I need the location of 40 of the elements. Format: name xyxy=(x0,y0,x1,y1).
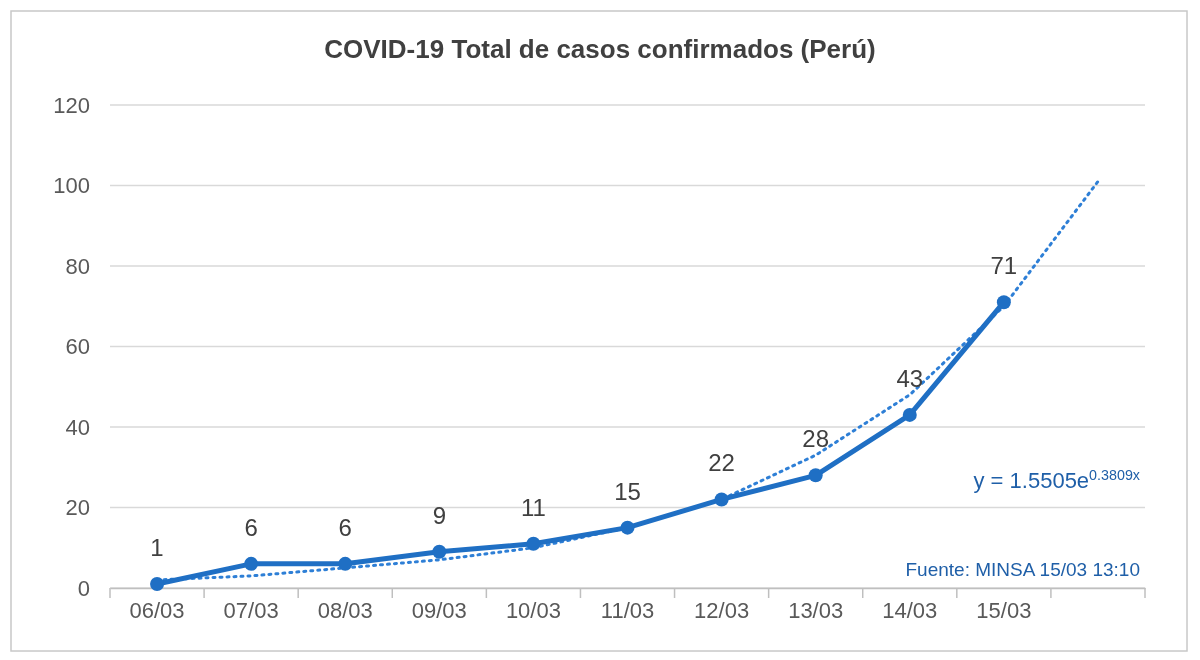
x-tick-label: 10/03 xyxy=(505,597,561,623)
y-tick-label: 120 xyxy=(53,92,90,118)
data-label: 9 xyxy=(432,501,446,529)
x-tick-label: 06/03 xyxy=(129,597,185,623)
x-tick-label: 13/03 xyxy=(788,597,844,623)
x-tick-label: 12/03 xyxy=(694,597,750,623)
point xyxy=(432,544,447,559)
point xyxy=(808,468,823,483)
x-tick-label: 15/03 xyxy=(976,597,1032,623)
y-tick-label: 100 xyxy=(53,173,90,199)
data-label: 15 xyxy=(614,477,641,505)
annotation: y = 1.5505e$^{0.3809x}$ xyxy=(973,467,1140,493)
point xyxy=(526,536,541,551)
point xyxy=(150,576,165,591)
x-tick-label: 07/03 xyxy=(223,597,279,623)
y-tick-label: 40 xyxy=(65,414,90,440)
data-label: 43 xyxy=(896,364,924,392)
y-tick-label: 0 xyxy=(77,575,90,601)
y-tick-label: 60 xyxy=(65,334,90,360)
point xyxy=(714,492,729,507)
point xyxy=(620,520,635,535)
x-tick-label: 08/03 xyxy=(317,597,373,623)
x-tick-label: 14/03 xyxy=(882,597,938,623)
data-label: 6 xyxy=(244,513,258,541)
point xyxy=(244,556,259,571)
y-tick-label: 20 xyxy=(65,495,90,521)
y-tick-label: 80 xyxy=(65,253,90,279)
data-label: 11 xyxy=(520,493,546,521)
x-tick-label: 09/03 xyxy=(411,597,467,623)
data-label: 1 xyxy=(150,533,164,561)
annotation: Fuente: MINSA 15/03 13:10 xyxy=(905,559,1140,580)
data-label: 28 xyxy=(802,425,830,453)
point xyxy=(902,407,917,422)
point xyxy=(996,295,1011,310)
x-tick-label: 11/03 xyxy=(600,597,655,623)
data-label: 6 xyxy=(338,513,352,541)
chart-title: COVID-19 Total de casos confirmados (Perú) xyxy=(324,34,876,64)
point xyxy=(338,556,353,571)
data-label: 22 xyxy=(708,449,735,477)
data-label: 71 xyxy=(990,252,1018,280)
